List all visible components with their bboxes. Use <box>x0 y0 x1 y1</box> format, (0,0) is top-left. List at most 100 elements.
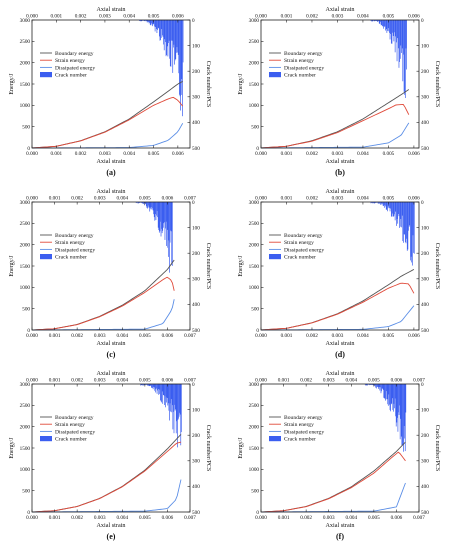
x-tick-label-bottom: 0.002 <box>306 333 318 339</box>
legend-label: Boundary energy <box>284 415 323 421</box>
crack-bar <box>411 202 413 266</box>
crack-bar <box>162 384 164 396</box>
legend-swatch-bar <box>269 436 281 442</box>
x-tick-label-top: 0.002 <box>75 14 87 20</box>
y-axis-title-left: Energy/J <box>238 255 244 277</box>
crack-bar <box>164 20 166 40</box>
crack-bar <box>372 384 374 386</box>
crack-bar <box>162 202 164 231</box>
series-line-strain-energy <box>31 276 175 331</box>
y-tick-label-left: 1500 <box>20 446 31 452</box>
x-tick-label-top: 0.001 <box>49 378 61 384</box>
crack-bar <box>173 384 175 434</box>
crack-bar <box>140 20 142 22</box>
legend-swatch-bar <box>40 254 52 260</box>
crack-bar <box>372 384 373 385</box>
y-tick-label-right: 300 <box>421 459 429 465</box>
crack-bar <box>174 384 175 405</box>
crack-bar <box>168 384 170 411</box>
crack-bar <box>153 384 155 387</box>
crack-bar <box>390 20 392 34</box>
x-tick-label-bottom: 0.002 <box>300 515 312 521</box>
crack-bar <box>401 202 403 216</box>
crack-bar <box>377 384 378 387</box>
crack-bar <box>398 384 399 413</box>
y-tick-label-right: 300 <box>421 277 429 283</box>
x-tick-label-bottom: 0.006 <box>162 333 174 339</box>
crack-bar <box>155 384 156 393</box>
crack-bar <box>395 20 397 37</box>
legend-label: Strain energy <box>55 58 85 64</box>
crack-bar <box>158 384 160 394</box>
crack-bar <box>385 384 386 401</box>
crack-bar <box>139 20 141 22</box>
y-tick-label-left: 2500 <box>249 39 260 45</box>
crack-bar <box>410 202 412 257</box>
crack-bar <box>157 202 158 218</box>
legend-label: Crack number <box>55 73 87 79</box>
crack-bar <box>149 20 150 23</box>
y-tick-label-right: 400 <box>421 302 429 308</box>
y-tick-label-right: 500 <box>421 510 429 516</box>
x-tick-label-bottom: 0.005 <box>139 333 151 339</box>
x-tick-label-bottom: 0.001 <box>50 151 62 157</box>
crack-bar <box>160 384 161 401</box>
crack-number-series <box>364 384 407 452</box>
chart-panel: 0.000 0.000 0.001 0.001 0.002 0.002 0.003 0.003… <box>238 370 440 541</box>
x-tick-label-bottom: 0.004 <box>116 515 128 521</box>
x-tick-label-bottom: 0.000 <box>255 515 267 521</box>
crack-bar <box>167 384 169 406</box>
y-tick-label-left: 0 <box>256 510 259 516</box>
x-tick-label-top: 0.007 <box>184 378 196 384</box>
crack-bar <box>389 202 390 209</box>
crack-bar <box>160 384 162 402</box>
y-tick-label-left: 1500 <box>20 264 31 270</box>
series-line-strain-energy <box>31 441 182 513</box>
crack-bar <box>383 20 385 29</box>
crack-bar <box>388 20 390 32</box>
crack-bar <box>403 202 405 235</box>
crack-bar <box>402 202 404 242</box>
crack-bar <box>178 20 180 74</box>
crack-bar <box>383 20 385 27</box>
crack-bar <box>399 20 400 62</box>
x-tick-label-top: 0.001 <box>281 14 293 20</box>
legend-swatch-bar <box>40 72 52 78</box>
crack-bar <box>158 202 160 230</box>
crack-bar <box>143 202 145 204</box>
x-tick-label-top: 0.003 <box>323 378 335 384</box>
legend-label: Boundary energy <box>284 233 323 239</box>
crack-number-series <box>370 202 415 266</box>
x-tick-label-top: 0.002 <box>306 14 318 20</box>
crack-bar <box>175 384 177 434</box>
series-line-dissipated-energy <box>260 305 415 331</box>
crack-bar <box>408 202 409 231</box>
crack-bar <box>383 202 385 206</box>
crack-bar <box>142 384 143 386</box>
crack-bar <box>404 20 406 98</box>
crack-bar <box>397 202 399 224</box>
crack-bar <box>370 20 372 21</box>
y-tick-label-right: 500 <box>421 328 429 334</box>
crack-bar <box>387 202 388 212</box>
crack-bar <box>172 20 174 48</box>
x-tick-label-bottom: 0.002 <box>306 151 318 157</box>
y-tick-label-left: 3000 <box>20 200 31 206</box>
legend-label: Strain energy <box>55 422 85 428</box>
crack-bar <box>146 384 148 386</box>
crack-bar <box>399 202 401 227</box>
crack-bar <box>147 20 149 22</box>
x-tick-label-top: 0.004 <box>123 14 135 20</box>
y-tick-label-right: 100 <box>192 43 200 49</box>
crack-bar <box>386 384 388 400</box>
x-tick-label-bottom: 0.004 <box>357 333 369 339</box>
y-tick-label-right: 0 <box>421 200 424 206</box>
crack-bar <box>163 20 164 45</box>
series-line-boundary-energy <box>31 434 182 513</box>
chart-panel: 0.000 0.000 0.001 0.001 0.002 0.002 0.003 0.003… <box>238 188 440 359</box>
crack-bar <box>152 202 153 208</box>
x-tick-label-top: 0.006 <box>162 378 174 384</box>
y-tick-label-left: 2500 <box>20 221 31 227</box>
x-axis-title-top: Axial strain <box>325 370 354 377</box>
crack-bar <box>380 384 382 394</box>
